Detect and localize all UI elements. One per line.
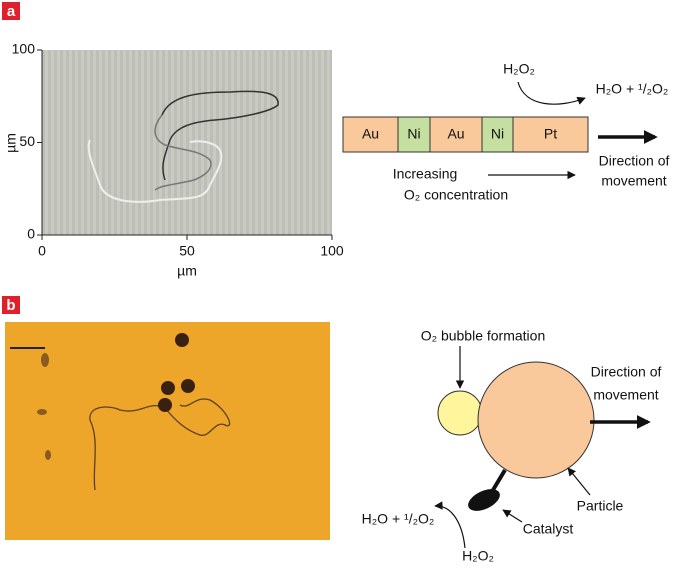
panel-label-box [2,2,20,20]
x-tick-label: 100 [320,243,344,259]
trajectory [89,398,231,491]
catalyst [468,489,500,511]
bubble-label: O₂ bubble formation [421,328,546,344]
segment-label: Au [447,126,464,142]
gradient-text: O₂ concentration [404,187,508,203]
panel-label-box [2,296,20,314]
segment-label: Pt [544,126,557,142]
catalyst-arrow [502,509,523,523]
trajectory [161,90,279,181]
trajectory [87,139,223,203]
particle [477,361,595,479]
reaction-arrow [517,81,586,105]
segment-label: Ni [407,126,420,142]
micrograph-background [5,322,330,540]
gradient-text: Increasing [393,166,458,182]
x-tick-label: 0 [38,243,46,259]
reactant: H₂O₂ [462,548,494,564]
plot-background [42,50,332,235]
particle-arrow [567,467,591,496]
debris [41,353,49,367]
debris [37,409,47,415]
y-tick-label: 0 [27,226,35,242]
debris [45,450,51,460]
particle-label: Particle [577,498,624,514]
y-tick-label: 100 [12,41,36,57]
panel-label: a [7,3,16,20]
y-axis-label: µm [3,133,19,153]
rod-segment [512,116,589,153]
direction-text: Direction of [591,364,662,380]
panel-label: b [6,297,15,314]
particle-image [181,379,195,393]
x-tick-label: 50 [179,243,195,259]
segment-label: Au [362,126,379,142]
x-axis-label: µm [177,263,197,279]
direction-text: movement [601,173,666,189]
rod-segment [481,116,514,153]
rod-segment [397,116,431,153]
direction-text: Direction of [599,153,670,169]
products: H₂O + ¹/₂O₂ [596,81,669,97]
products: H₂O + ¹/₂O₂ [362,511,435,527]
trajectory-plot: µm µm 0 50 100 0 50 100 [3,41,344,279]
particle-image [161,381,175,395]
nanorod: Au Ni Au Ni Pt [342,116,589,153]
reaction-arrow [434,501,466,549]
particle-image [175,333,189,347]
y-tick-label: 50 [19,133,35,149]
o2-bubble [437,390,483,436]
particle-image [158,398,172,412]
reactant: H₂O₂ [503,61,535,77]
micrograph [5,322,330,540]
catalyst-label: Catalyst [523,521,574,537]
trajectory [154,114,212,191]
rod-segment [342,116,399,153]
direction-text: movement [593,387,658,403]
segment-label: Ni [491,126,504,142]
